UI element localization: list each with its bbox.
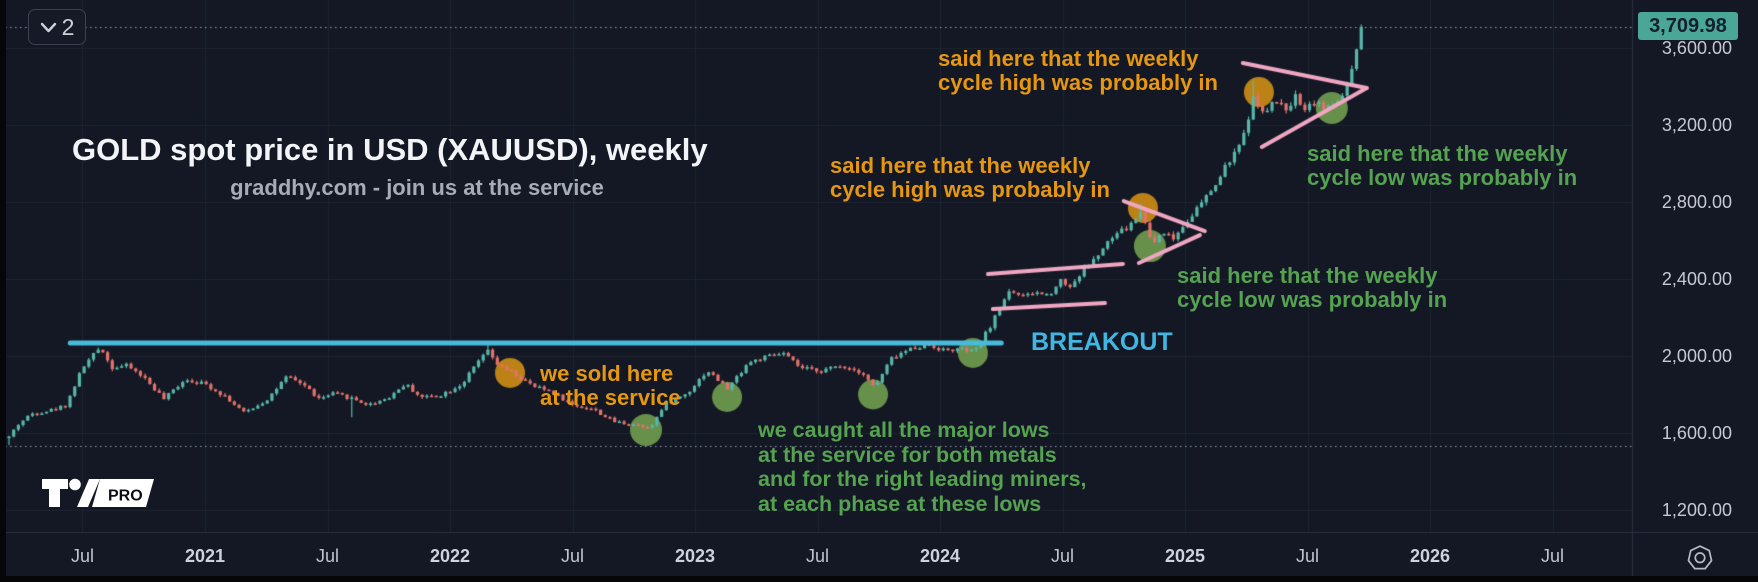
time-tick-label: 2021 — [184, 546, 226, 566]
svg-text:PRO: PRO — [108, 488, 143, 505]
time-tick-label: 2023 — [674, 546, 716, 566]
chart-subtitle: graddhy.com - join us at the service — [230, 175, 604, 200]
time-tick-label: Jul — [805, 546, 830, 566]
price-tick-label: 1,600.00 — [1661, 423, 1732, 443]
annotation-cycle-high-2025: said here that the weekly cycle high was… — [938, 46, 1218, 95]
price-tick-label: 2,800.00 — [1661, 192, 1732, 212]
chart-title: GOLD spot price in USD (XAUUSD), weekly — [72, 132, 708, 167]
annotation-cycle-low-2025: said here that the weekly cycle low was … — [1307, 141, 1578, 190]
time-tick-label: Jul — [1296, 546, 1320, 566]
settings-gear-icon[interactable] — [1686, 545, 1714, 576]
time-tick-label: Jul — [560, 546, 585, 566]
tradingview-logo-icon: PRO — [42, 478, 154, 507]
annotation-cycle-low-2024: said here that the weekly cycle low was … — [1177, 263, 1448, 312]
price-tick-label: 2,400.00 — [1661, 269, 1732, 289]
chevron-down-icon — [40, 22, 56, 32]
price-tick-label: 1,200.00 — [1661, 500, 1732, 520]
time-tick-label: 2025 — [1164, 546, 1206, 566]
window-edge-bottom — [0, 576, 1758, 582]
window-edge-left — [0, 0, 6, 582]
annotation-cycle-high-2024: said here that the weekly cycle high was… — [830, 153, 1110, 202]
price-tick-label: 3,600.00 — [1661, 38, 1732, 58]
time-tick-label: Jul — [1541, 546, 1565, 566]
price-tick-label: 2,000.00 — [1661, 346, 1732, 366]
price-tick-label: 3,200.00 — [1661, 115, 1732, 135]
time-tick-label: 2026 — [1409, 546, 1451, 566]
time-tick-label: 2024 — [919, 546, 961, 566]
time-tick-label: 2022 — [429, 546, 471, 566]
current-price-badge: 3,709.98 — [1638, 12, 1738, 40]
tradingview-pro-logo[interactable]: PRO — [40, 476, 158, 515]
annotation-we-sold-here: we sold here at the service — [540, 361, 681, 410]
legend-collapse-control[interactable]: 2 — [28, 9, 86, 45]
legend-count: 2 — [61, 13, 75, 40]
annotation-caught-all-lows: we caught all the major lows at the serv… — [758, 418, 1087, 516]
annotation-breakout-label: BREAKOUT — [1031, 328, 1173, 356]
time-tick-label: Jul — [315, 546, 340, 566]
time-tick-label: Jul — [1050, 546, 1075, 566]
time-tick-label: Jul — [70, 546, 94, 566]
